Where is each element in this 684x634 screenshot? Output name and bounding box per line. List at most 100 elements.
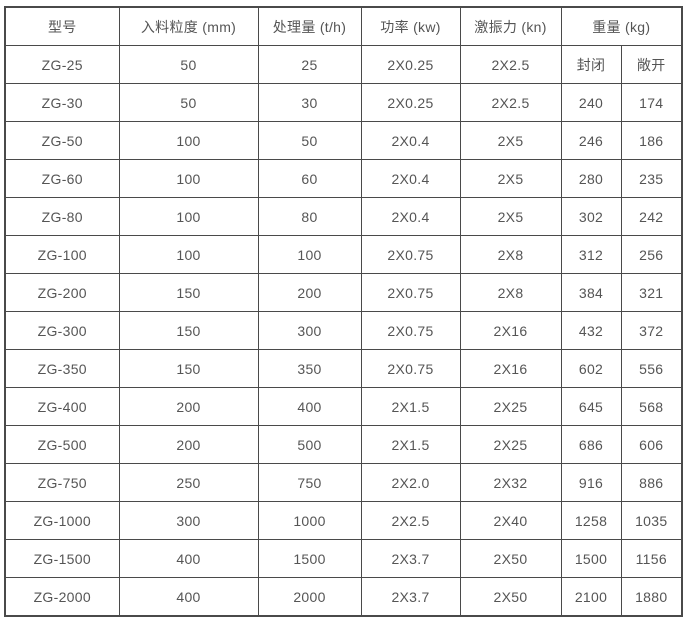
table-cell: 432 xyxy=(560,311,622,350)
table-cell: 686 xyxy=(560,425,622,464)
table-cell: ZG-200 xyxy=(4,273,120,312)
table-row: ZG-2000 400 2000 2X3.7 2X50 2100 1880 xyxy=(4,577,683,617)
table-cell: 1156 xyxy=(620,539,683,578)
table-cell: 250 xyxy=(118,463,259,502)
table-cell: ZG-300 xyxy=(4,311,120,350)
table-cell: ZG-80 xyxy=(4,197,120,236)
table-cell: 606 xyxy=(620,425,683,464)
table-body: ZG-25 50 25 2X0.25 2X2.5 封闭 敞开 ZG-30 50 30 2X0.25 2… xyxy=(4,45,683,617)
header-capacity: 处理量 (t/h) xyxy=(257,6,362,46)
table-cell: 2X25 xyxy=(459,425,562,464)
table-cell: 敞开 xyxy=(620,45,683,84)
table-cell: 2000 xyxy=(257,577,362,617)
table-cell: 312 xyxy=(560,235,622,274)
table-cell: 1500 xyxy=(257,539,362,578)
table-cell: 246 xyxy=(560,121,622,160)
table-cell: 100 xyxy=(118,197,259,236)
table-cell: 1000 xyxy=(257,501,362,540)
header-weight: 重量 (kg) xyxy=(560,6,683,46)
table-cell: 2X2.5 xyxy=(360,501,461,540)
table-cell: 2X5 xyxy=(459,159,562,198)
table-cell: 2X0.4 xyxy=(360,159,461,198)
table-cell: ZG-750 xyxy=(4,463,120,502)
table-cell: ZG-1500 xyxy=(4,539,120,578)
table-cell: 400 xyxy=(118,577,259,617)
table-row: ZG-60 100 60 2X0.4 2X5 280 235 xyxy=(4,159,683,198)
table-cell: 186 xyxy=(620,121,683,160)
table-row: ZG-25 50 25 2X0.25 2X2.5 封闭 敞开 xyxy=(4,45,683,84)
table-cell: 300 xyxy=(257,311,362,350)
table-cell: 2X3.7 xyxy=(360,539,461,578)
table-cell: ZG-60 xyxy=(4,159,120,198)
header-feed-size: 入料粒度 (mm) xyxy=(118,6,259,46)
spec-table: 型号 入料粒度 (mm) 处理量 (t/h) 功率 (kw) 激振力 (kn) … xyxy=(4,6,684,617)
table-row: ZG-500 200 500 2X1.5 2X25 686 606 xyxy=(4,425,683,464)
table-cell: 100 xyxy=(257,235,362,274)
table-cell: ZG-100 xyxy=(4,235,120,274)
table-cell: 350 xyxy=(257,349,362,388)
table-cell: ZG-25 xyxy=(4,45,120,84)
table-row: ZG-750 250 750 2X2.0 2X32 916 886 xyxy=(4,463,683,502)
table-cell: 2X1.5 xyxy=(360,387,461,426)
table-cell: 200 xyxy=(118,387,259,426)
table-cell: 1500 xyxy=(560,539,622,578)
table-cell: 2X3.7 xyxy=(360,577,461,617)
table-cell: 2X0.25 xyxy=(360,83,461,122)
table-cell: 174 xyxy=(620,83,683,122)
table-cell: 2X0.4 xyxy=(360,121,461,160)
table-cell: ZG-400 xyxy=(4,387,120,426)
table-cell: 321 xyxy=(620,273,683,312)
table-cell: 2X2.0 xyxy=(360,463,461,502)
table-row: ZG-400 200 400 2X1.5 2X25 645 568 xyxy=(4,387,683,426)
header-power: 功率 (kw) xyxy=(360,6,461,46)
table-cell: 200 xyxy=(257,273,362,312)
table-cell: 256 xyxy=(620,235,683,274)
table-cell: 500 xyxy=(257,425,362,464)
table-cell: 60 xyxy=(257,159,362,198)
table-cell: 556 xyxy=(620,349,683,388)
table-cell: 2X8 xyxy=(459,273,562,312)
table-row: ZG-1000 300 1000 2X2.5 2X40 1258 1035 xyxy=(4,501,683,540)
table-cell: 50 xyxy=(257,121,362,160)
table-cell: 2X0.75 xyxy=(360,235,461,274)
table-cell: 2X2.5 xyxy=(459,83,562,122)
table-cell: ZG-500 xyxy=(4,425,120,464)
table-cell: 2X25 xyxy=(459,387,562,426)
table-cell: 750 xyxy=(257,463,362,502)
table-cell: 150 xyxy=(118,311,259,350)
header-row: 型号 入料粒度 (mm) 处理量 (t/h) 功率 (kw) 激振力 (kn) … xyxy=(4,6,683,46)
table-row: ZG-50 100 50 2X0.4 2X5 246 186 xyxy=(4,121,683,160)
table-cell: 645 xyxy=(560,387,622,426)
table-cell: 2X0.75 xyxy=(360,311,461,350)
table-cell: 280 xyxy=(560,159,622,198)
table-row: ZG-100 100 100 2X0.75 2X8 312 256 xyxy=(4,235,683,274)
table-cell: 2100 xyxy=(560,577,622,617)
table-cell: 2X0.4 xyxy=(360,197,461,236)
table-cell: 2X0.75 xyxy=(360,349,461,388)
table-cell: 1035 xyxy=(620,501,683,540)
table-cell: 1258 xyxy=(560,501,622,540)
table-row: ZG-80 100 80 2X0.4 2X5 302 242 xyxy=(4,197,683,236)
table-cell: 300 xyxy=(118,501,259,540)
table-cell: 2X16 xyxy=(459,349,562,388)
table-cell: 2X5 xyxy=(459,121,562,160)
table-cell: 2X2.5 xyxy=(459,45,562,84)
table-cell: 1880 xyxy=(620,577,683,617)
table-cell: 2X0.25 xyxy=(360,45,461,84)
table-cell: 916 xyxy=(560,463,622,502)
table-cell: 100 xyxy=(118,235,259,274)
table-cell: 372 xyxy=(620,311,683,350)
table-row: ZG-300 150 300 2X0.75 2X16 432 372 xyxy=(4,311,683,350)
table-cell: 2X50 xyxy=(459,539,562,578)
table-cell: 886 xyxy=(620,463,683,502)
table-cell: 150 xyxy=(118,273,259,312)
table-cell: 2X0.75 xyxy=(360,273,461,312)
table-cell: 302 xyxy=(560,197,622,236)
table-cell: 50 xyxy=(118,45,259,84)
table-cell: 400 xyxy=(118,539,259,578)
table-row: ZG-1500 400 1500 2X3.7 2X50 1500 1156 xyxy=(4,539,683,578)
table-cell: ZG-1000 xyxy=(4,501,120,540)
table-cell: 100 xyxy=(118,159,259,198)
table-header: 型号 入料粒度 (mm) 处理量 (t/h) 功率 (kw) 激振力 (kn) … xyxy=(4,6,683,46)
